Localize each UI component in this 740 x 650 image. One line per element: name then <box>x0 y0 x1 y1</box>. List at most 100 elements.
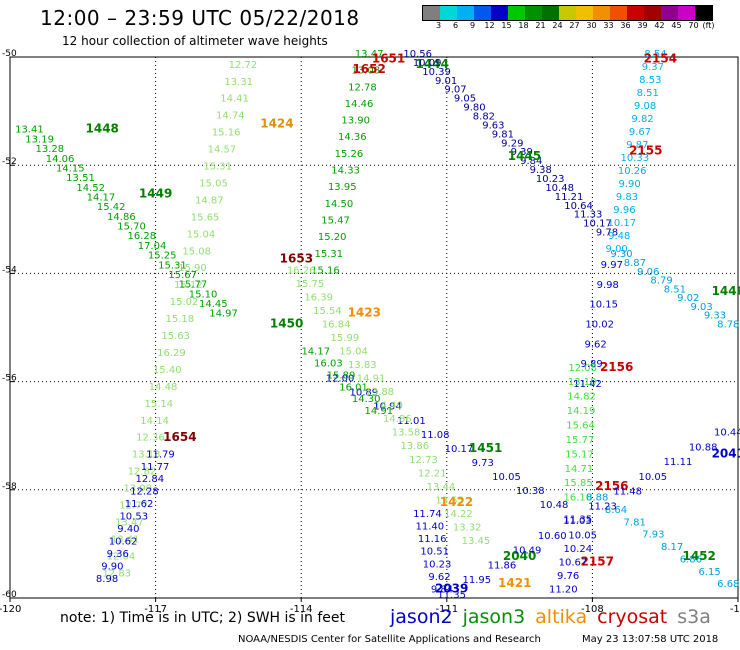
swh-value-label: 15.64 <box>566 420 595 431</box>
pass-time-label: 1422 <box>440 495 473 509</box>
swh-value-label: 15.12 <box>174 280 203 291</box>
swh-value-label: 17.04 <box>138 241 167 252</box>
swh-value-label: 9.33 <box>704 311 726 322</box>
swh-value-label: 15.20 <box>318 232 347 243</box>
x-tick-label: -117 <box>144 604 167 615</box>
pass-time-label: 2039 <box>435 582 468 596</box>
swh-value-label: 15.16 <box>212 128 241 139</box>
swh-value-label: 6.86 <box>680 554 702 565</box>
satellite-legend: jason2 jason3 altika cryosat s3a <box>390 606 721 628</box>
pass-time-label: 1652 <box>352 62 385 76</box>
swh-value-label: 10.02 <box>585 320 614 331</box>
swh-value-label: 10.09 <box>413 58 442 69</box>
swh-value-label: 9.97 <box>601 260 623 271</box>
pass-time-label: 1450 <box>270 317 303 331</box>
colorbar-label: 9 <box>469 21 476 30</box>
pass-time-label: 1448 <box>86 122 119 136</box>
swh-value-label: 9.38 <box>530 165 552 176</box>
swh-value-label: 9.06 <box>637 267 659 278</box>
swh-value-label: 10.51 <box>420 547 449 558</box>
swh-value-label: 11.16 <box>418 534 447 545</box>
swh-value-label: 15.17 <box>565 449 594 460</box>
swh-value-label: 10.39 <box>422 67 451 78</box>
colorbar-label: 45 <box>671 21 682 30</box>
swh-value-label: 8.51 <box>637 88 659 99</box>
swh-value-label: 14.33 <box>331 166 360 177</box>
swh-value-label: 9.87 <box>626 140 648 151</box>
pass-time-label: 1446 <box>712 284 740 298</box>
swh-value-label: 14.91 <box>365 406 394 417</box>
swh-value-label: 13.32 <box>453 522 482 533</box>
swh-value-label: 13.31 <box>224 77 253 88</box>
swh-value-label: 9.67 <box>629 127 651 138</box>
colorbar-swatch <box>508 6 525 20</box>
swh-value-label: 9.84 <box>520 156 542 167</box>
credit-text: NOAA/NESDIS Center for Satellite Applica… <box>238 634 541 645</box>
swh-value-label: 12.21 <box>418 468 447 479</box>
swh-value-label: 13.45 <box>462 536 491 547</box>
swh-value-label: 9.40 <box>117 524 139 535</box>
swh-value-label: 16.01 <box>339 382 368 393</box>
swh-value-label: 15.89 <box>327 370 356 381</box>
swh-value-label: 16.26 <box>287 265 316 276</box>
swh-value-label: 15.31 <box>315 249 344 260</box>
swh-value-label: 11.33 <box>574 210 603 221</box>
colorbar-label: 36 <box>620 21 631 30</box>
y-tick-label: -60 <box>2 590 17 600</box>
swh-value-label: 14.82 <box>567 392 596 403</box>
swh-value-label: 9.02 <box>677 293 699 304</box>
pass-time-label: 1444 <box>416 57 449 71</box>
swh-value-label: 9.62 <box>428 572 450 583</box>
swh-value-label: 15.31 <box>203 162 232 173</box>
colorbar-label: 24 <box>552 21 563 30</box>
swh-value-label: 11.42 <box>573 379 602 390</box>
swh-value-label: 15.31 <box>158 260 187 271</box>
timestamp-text: May 23 13:07:58 UTC 2018 <box>582 634 719 645</box>
swh-value-label: 13.51 <box>66 173 95 184</box>
swh-value-label: 11.23 <box>588 501 617 512</box>
swh-value-label: 11.11 <box>664 457 693 468</box>
swh-value-label: 15.42 <box>97 202 126 213</box>
swh-value-label: 15.18 <box>166 314 195 325</box>
swh-value-label: 11.21 <box>555 192 584 203</box>
swh-value-label: 9.07 <box>444 85 466 96</box>
y-tick-label: -52 <box>2 157 17 167</box>
swh-value-label: 14.22 <box>444 509 473 520</box>
swh-value-label: 10.53 <box>119 512 148 523</box>
swh-value-label: 10.15 <box>589 300 618 311</box>
swh-value-label: 13.44 <box>427 482 456 493</box>
swh-value-label: 13.95 <box>328 182 357 193</box>
swh-value-label: 14.48 <box>149 382 178 393</box>
swh-value-label: 16.29 <box>157 348 186 359</box>
swh-value-label: 14.46 <box>345 99 374 110</box>
x-tick-label: -111 <box>435 604 458 615</box>
y-tick-label: -58 <box>2 482 17 492</box>
swh-value-label: 12.84 <box>135 474 164 485</box>
swh-value-label: 9.37 <box>642 62 664 73</box>
y-tick-label: -56 <box>2 374 17 384</box>
colorbar-label: 70 <box>688 21 699 30</box>
colorbar-label: 3 <box>435 21 442 30</box>
swh-value-label: 9.82 <box>631 114 653 125</box>
chart-subtitle: 12 hour collection of altimeter wave hei… <box>62 34 328 48</box>
swh-value-label: 16.10 <box>564 493 593 504</box>
pass-time-label: 1421 <box>498 576 531 590</box>
swh-value-label: 14.40 <box>374 401 403 412</box>
swh-value-label: 15.70 <box>117 222 146 233</box>
swh-value-label: 12.08 <box>568 363 597 374</box>
swh-value-label: 9.84 <box>431 585 453 596</box>
swh-value-label: 10.48 <box>540 500 569 511</box>
swh-value-label: 14.50 <box>325 199 354 210</box>
swh-value-label: 10.23 <box>536 174 565 185</box>
colorbar-swatch <box>627 6 644 20</box>
swh-value-label: 15.05 <box>199 178 228 189</box>
swh-value-label: 9.76 <box>557 571 579 582</box>
swh-value-label: 13.28 <box>36 144 65 155</box>
colorbar-swatch <box>593 6 610 20</box>
swh-value-label: 9.80 <box>463 103 485 114</box>
swh-value-label: 14.57 <box>208 145 237 156</box>
pass-time-label: 1452 <box>682 549 715 563</box>
colorbar-swatch <box>644 6 661 20</box>
colorbar-swatch <box>610 6 627 20</box>
